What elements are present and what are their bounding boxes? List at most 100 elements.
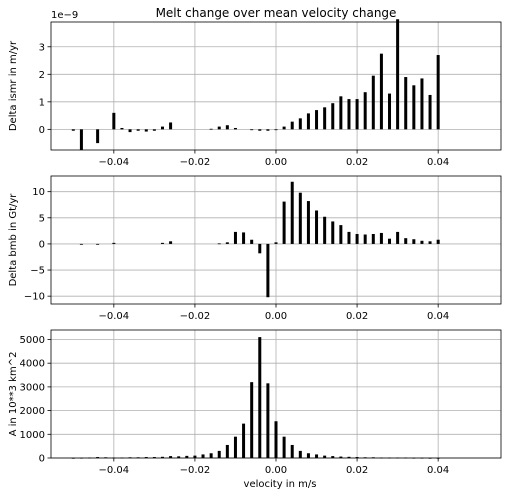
bar xyxy=(436,55,440,130)
bar xyxy=(169,122,173,130)
bar xyxy=(96,457,100,458)
bar xyxy=(323,107,327,130)
bar xyxy=(323,216,327,244)
bar xyxy=(339,225,343,244)
bar xyxy=(282,201,286,244)
bar xyxy=(420,240,424,244)
bar xyxy=(225,125,229,130)
bar xyxy=(112,112,116,130)
bar xyxy=(379,232,383,244)
x-tick-label: −0.02 xyxy=(180,157,211,168)
bar xyxy=(331,221,335,244)
y-tick-label: 3000 xyxy=(20,382,45,393)
bar xyxy=(233,231,237,244)
bar xyxy=(266,383,270,458)
y-axis-label: Delta ismr in m/yr xyxy=(8,40,19,131)
bar xyxy=(96,129,100,144)
y-tick-label: −10 xyxy=(24,292,45,303)
bar xyxy=(315,454,319,458)
bar xyxy=(169,241,173,244)
x-tick-label: 0.00 xyxy=(265,311,287,322)
bar xyxy=(233,436,237,458)
y-tick-label: 3 xyxy=(39,42,45,53)
bar xyxy=(428,94,432,130)
bar xyxy=(396,231,400,244)
panels: −0.04 −0.02 0.00 0.02 0.04 0 1 2 3 Delta ismr in … xyxy=(8,10,502,476)
bar xyxy=(363,92,367,130)
bar xyxy=(363,234,367,244)
bar xyxy=(160,456,164,458)
bar xyxy=(315,210,319,244)
bar xyxy=(250,129,254,131)
y-tick-label: 2 xyxy=(39,70,45,81)
bar xyxy=(388,238,392,244)
panel-2: −0.04 −0.02 0.00 0.02 0.04 −10 −5 0 5 10 Delta bmb… xyxy=(8,175,502,322)
x-tick-label: 0.04 xyxy=(427,311,449,322)
y-tick-label: 1 xyxy=(39,97,45,108)
bar xyxy=(379,53,383,130)
bar xyxy=(274,129,278,131)
bar xyxy=(79,243,83,245)
x-tick-label: 0.04 xyxy=(427,157,449,168)
bar xyxy=(274,242,278,244)
y-axis-label: Delta bmb in Gt/yr xyxy=(8,193,19,287)
bar xyxy=(412,85,416,130)
bar xyxy=(371,75,375,130)
bar xyxy=(331,456,335,458)
bar xyxy=(412,239,416,244)
y-tick-label: 0 xyxy=(39,125,45,136)
bar xyxy=(298,192,302,244)
x-tick-label: −0.04 xyxy=(99,311,130,322)
x-tick-label: 0.02 xyxy=(346,465,368,476)
bar xyxy=(79,129,83,150)
bar xyxy=(71,129,75,131)
bar xyxy=(355,233,359,244)
bar xyxy=(347,456,351,458)
bar xyxy=(250,382,254,458)
bar xyxy=(225,242,229,244)
bar xyxy=(339,456,343,458)
x-tick-label: 0.02 xyxy=(346,157,368,168)
bar xyxy=(225,444,229,458)
y-offset-label: 1e−9 xyxy=(51,10,78,21)
panel-3: −0.04 −0.02 0.00 0.02 0.04 0 1000 2000 3000 4000 5… xyxy=(8,329,502,476)
bar xyxy=(258,243,262,254)
bar xyxy=(258,129,262,131)
bar xyxy=(298,118,302,130)
bar xyxy=(152,457,156,458)
y-tick-label: 0 xyxy=(39,454,45,465)
bar xyxy=(201,454,205,458)
y-axis-label: A in 10**3 km^2 xyxy=(8,352,19,437)
bar xyxy=(242,232,246,244)
bar xyxy=(371,233,375,244)
bar xyxy=(323,455,327,458)
x-tick-label: 0.00 xyxy=(265,157,287,168)
y-tick-label: 1000 xyxy=(20,430,45,441)
bar xyxy=(355,99,359,130)
x-tick-label: −0.02 xyxy=(180,465,211,476)
bar xyxy=(306,113,310,130)
bar xyxy=(152,129,156,131)
bar xyxy=(266,129,270,131)
bar xyxy=(136,129,140,131)
bar xyxy=(420,78,424,130)
bar xyxy=(112,242,116,244)
bar xyxy=(169,456,173,458)
y-tick-label: 4000 xyxy=(20,359,45,370)
bar xyxy=(428,241,432,244)
bar xyxy=(339,96,343,130)
bar xyxy=(217,450,221,458)
y-tick-label: 10 xyxy=(32,187,45,198)
bar xyxy=(347,231,351,244)
x-tick-label: −0.04 xyxy=(99,465,130,476)
bar xyxy=(128,129,132,133)
bar xyxy=(347,99,351,130)
bar xyxy=(290,444,294,458)
figure-title: Melt change over mean velocity change xyxy=(156,6,397,20)
bar xyxy=(331,103,335,130)
bar xyxy=(355,457,359,458)
y-tick-label: 2000 xyxy=(20,406,45,417)
y-tick-label: 5000 xyxy=(20,335,45,346)
